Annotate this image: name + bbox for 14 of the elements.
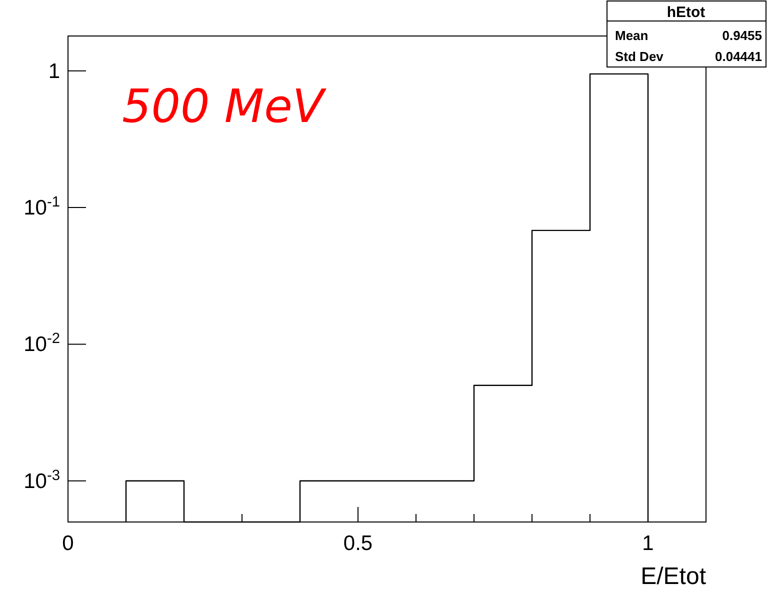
x-axis-title: E/Etot <box>640 563 706 590</box>
y-tick-label: 10$^{-3}$ <box>24 468 60 493</box>
annotation: Std Dev <box>615 49 664 64</box>
y-tick-label: 1 <box>48 60 60 83</box>
text: 0.9455 <box>722 28 762 43</box>
annotation: 500 MeV <box>122 79 328 133</box>
annotation: Mean <box>615 28 648 43</box>
x-tick-label: 0 <box>62 532 74 555</box>
x-tick-label: 0.5 <box>343 532 373 555</box>
text: 0.04441 <box>715 49 762 64</box>
x-tick-label: 1 <box>642 532 654 555</box>
text: hEtot <box>666 4 706 21</box>
y-tick-label: 10$^{-2}$ <box>24 331 60 356</box>
y-tick-label: 10$^{-1}$ <box>24 194 60 220</box>
